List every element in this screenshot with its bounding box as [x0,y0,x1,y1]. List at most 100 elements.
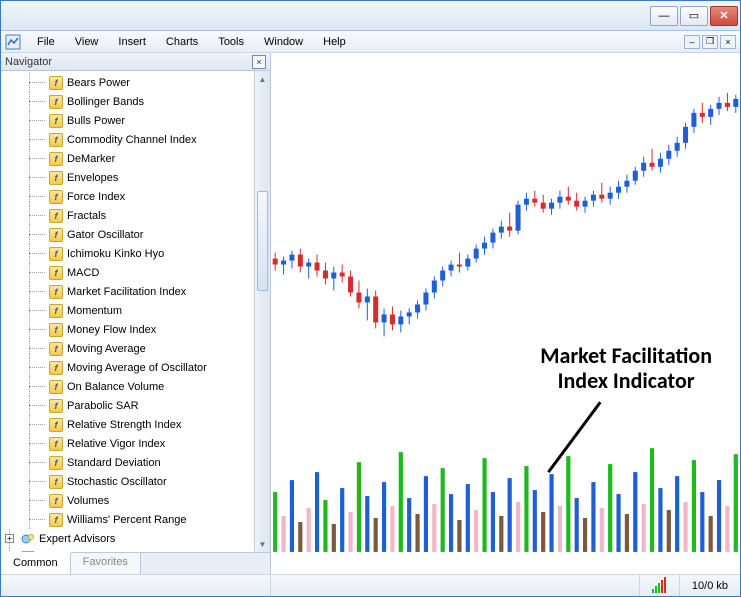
indicator-item[interactable]: fIchimoku Kinko Hyo [1,244,254,263]
indicator-item[interactable]: f Williams' Percent Range [1,510,254,529]
function-icon: f [49,437,63,451]
indicator-label: DeMarker [67,153,115,165]
indicator-label: Force Index [67,191,125,203]
mdi-restore-button[interactable]: ❐ [702,35,718,49]
app-window: — ▭ ✕ FileViewInsertChartsToolsWindowHel… [0,0,741,597]
navigator-scrollbar[interactable]: ▲ ▼ [254,71,270,552]
indicator-item[interactable]: f Moving Average of Oscillator [1,358,254,377]
indicator-label: Relative Strength Index [67,419,181,431]
scroll-down-icon[interactable]: ▼ [255,536,270,552]
function-icon: f [49,133,63,147]
tree-root-label: Custom Indicators [39,552,128,553]
indicator-item[interactable]: f DeMarker [1,149,254,168]
indicator-label: Stochastic Oscillator [67,476,167,488]
function-icon: f [49,209,63,223]
navigator-tree[interactable]: fBears Power f Bollinger Bands f Bulls Power… [1,71,254,552]
indicator-label: Market Facilitation Index [67,286,186,298]
indicator-label: On Balance Volume [67,381,164,393]
indicator-label: MACD [67,267,99,279]
indicator-item[interactable]: f Volumes [1,491,254,510]
indicator-item[interactable]: fCommodity Channel Index [1,130,254,149]
menu-view[interactable]: View [65,34,109,50]
tab-favorites[interactable]: Favorites [71,553,141,574]
function-icon: f [49,342,63,356]
scroll-thumb[interactable] [257,191,268,291]
function-icon: f [49,494,63,508]
function-icon: f [49,361,63,375]
function-icon: f [49,95,63,109]
indicator-item[interactable]: f Gator Oscillator [1,225,254,244]
indicator-item[interactable]: fMarket Facilitation Index [1,282,254,301]
chart-svg [271,53,740,572]
indicator-item[interactable]: f Moving Average [1,339,254,358]
window-minimize-button[interactable]: — [650,6,678,26]
function-icon: f [49,247,63,261]
menu-insert[interactable]: Insert [108,34,156,50]
indicator-label: Standard Deviation [67,457,161,469]
mdi-close-button[interactable]: × [720,35,736,49]
indicator-label: Moving Average of Oscillator [67,362,207,374]
indicator-item[interactable]: fEnvelopes [1,168,254,187]
indicator-item[interactable]: f Standard Deviation [1,453,254,472]
indicator-label: Moving Average [67,343,146,355]
indicator-item[interactable]: f Bollinger Bands [1,92,254,111]
function-icon: f [49,228,63,242]
app-icon [5,34,21,50]
indicator-item[interactable]: fFractals [1,206,254,225]
annotation-line1: Market Facilitation [540,343,712,368]
function-icon: f [49,190,63,204]
indicator-item[interactable]: fMoney Flow Index [1,320,254,339]
navigator-close-button[interactable]: × [252,55,266,69]
tree-root-ci[interactable]: +Custom Indicators [1,548,254,552]
indicator-item[interactable]: f Force Index [1,187,254,206]
indicator-item[interactable]: f Relative Strength Index [1,415,254,434]
indicator-label: Momentum [67,305,122,317]
menu-tools[interactable]: Tools [208,34,254,50]
indicator-item[interactable]: f Bulls Power [1,111,254,130]
function-icon: f [49,513,63,527]
window-maximize-button[interactable]: ▭ [680,6,708,26]
chart-area[interactable]: Market Facilitation Index Indicator [271,53,740,574]
indicator-label: Gator Oscillator [67,229,143,241]
indicator-label: Relative Vigor Index [67,438,165,450]
tab-common[interactable]: Common [1,552,71,574]
annotation-label: Market Facilitation Index Indicator [540,343,712,394]
indicator-label: Bulls Power [67,115,125,127]
titlebar: — ▭ ✕ [1,1,740,31]
status-kb: 10/0 kb [680,580,740,592]
menu-charts[interactable]: Charts [156,34,208,50]
indicator-item[interactable]: f On Balance Volume [1,377,254,396]
tree-root-ea[interactable]: + Expert Advisors [1,529,254,548]
indicator-label: Parabolic SAR [67,400,139,412]
function-icon: f [49,456,63,470]
function-icon: f [49,399,63,413]
function-icon: f [49,152,63,166]
menu-window[interactable]: Window [254,34,313,50]
expand-icon[interactable]: + [5,534,14,543]
tree-root-label: Expert Advisors [39,533,115,545]
navigator-header: Navigator × [1,53,270,71]
navigator-title: Navigator [5,56,52,68]
function-icon: f [49,114,63,128]
window-close-button[interactable]: ✕ [710,6,738,26]
menu-file[interactable]: File [27,34,65,50]
menubar: FileViewInsertChartsToolsWindowHelp – ❐ … [1,31,740,53]
indicator-item[interactable]: fStochastic Oscillator [1,472,254,491]
indicator-item[interactable]: f Relative Vigor Index [1,434,254,453]
mdi-buttons: – ❐ × [684,35,736,49]
indicator-label: Bollinger Bands [67,96,144,108]
indicator-item[interactable]: fMACD [1,263,254,282]
workspace: Navigator × fBears Power f Bollinger Bands… [1,53,740,574]
indicator-item[interactable]: fMomentum [1,301,254,320]
navigator-panel: Navigator × fBears Power f Bollinger Bands… [1,53,271,574]
indicator-item[interactable]: f Parabolic SAR [1,396,254,415]
function-icon: f [49,380,63,394]
menu-help[interactable]: Help [313,34,356,50]
indicator-label: Volumes [67,495,109,507]
function-icon: f [49,418,63,432]
scroll-up-icon[interactable]: ▲ [255,71,270,87]
indicator-label: Money Flow Index [67,324,156,336]
indicator-item[interactable]: fBears Power [1,73,254,92]
indicator-label: Williams' Percent Range [67,514,186,526]
mdi-minimize-button[interactable]: – [684,35,700,49]
